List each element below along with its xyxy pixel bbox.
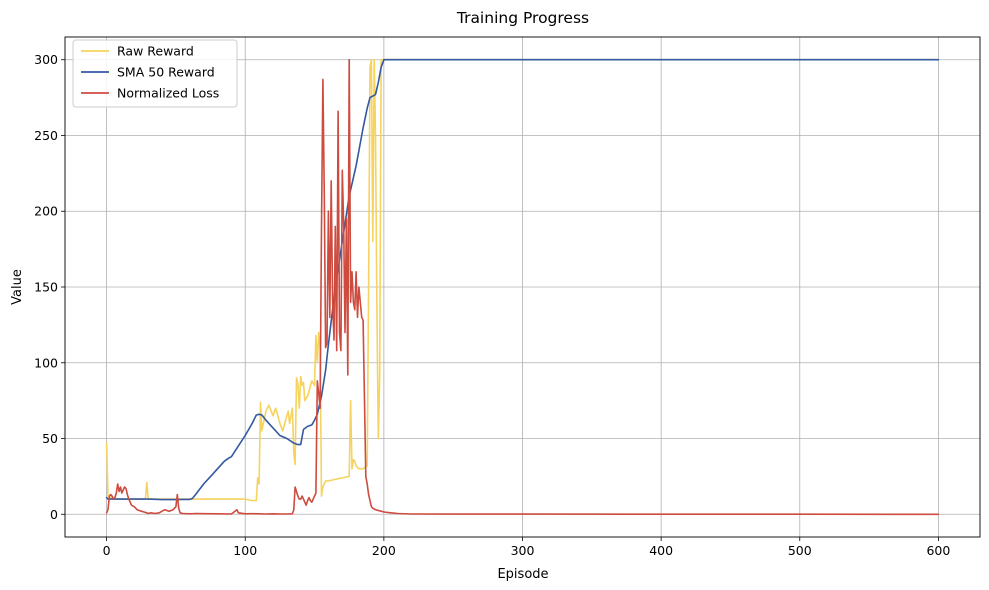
legend-box [72, 39, 238, 108]
legend: Raw Reward SMA 50 Reward Normalized Loss [72, 39, 238, 108]
legend-label: SMA 50 Reward [117, 65, 215, 80]
y-tick-label: 300 [34, 52, 58, 67]
y-tick-label: 50 [42, 431, 58, 446]
tick-labels: 0 100 200 300 400 500 600 0 50 100 150 200 250 300 [34, 52, 950, 558]
x-tick-label: 300 [511, 543, 535, 558]
chart-title: Training Progress [456, 9, 589, 27]
x-tick-label: 400 [649, 543, 673, 558]
series-line-sma-50-reward [105, 58, 940, 501]
x-tick-label: 600 [926, 543, 950, 558]
y-tick-label: 250 [34, 128, 58, 143]
series-line-raw-reward [105, 58, 940, 502]
legend-label: Normalized Loss [117, 86, 219, 101]
plot-frame [64, 36, 981, 538]
legend-label: Raw Reward [117, 44, 194, 59]
plot-area [105, 58, 940, 516]
x-tick-label: 500 [788, 543, 812, 558]
series-lines [105, 58, 940, 516]
y-tick-label: 100 [34, 355, 58, 370]
x-tick-label: 200 [372, 543, 396, 558]
x-tick-label: 0 [103, 543, 111, 558]
series-line-normalized-loss [105, 58, 940, 516]
y-tick-label: 150 [34, 280, 58, 295]
x-tick-label: 100 [233, 543, 257, 558]
x-axis-label: Episode [497, 567, 548, 582]
y-tick-label: 0 [50, 507, 58, 522]
y-tick-label: 200 [34, 204, 58, 219]
axes [61, 36, 981, 541]
y-axis-label: Value [10, 269, 25, 305]
